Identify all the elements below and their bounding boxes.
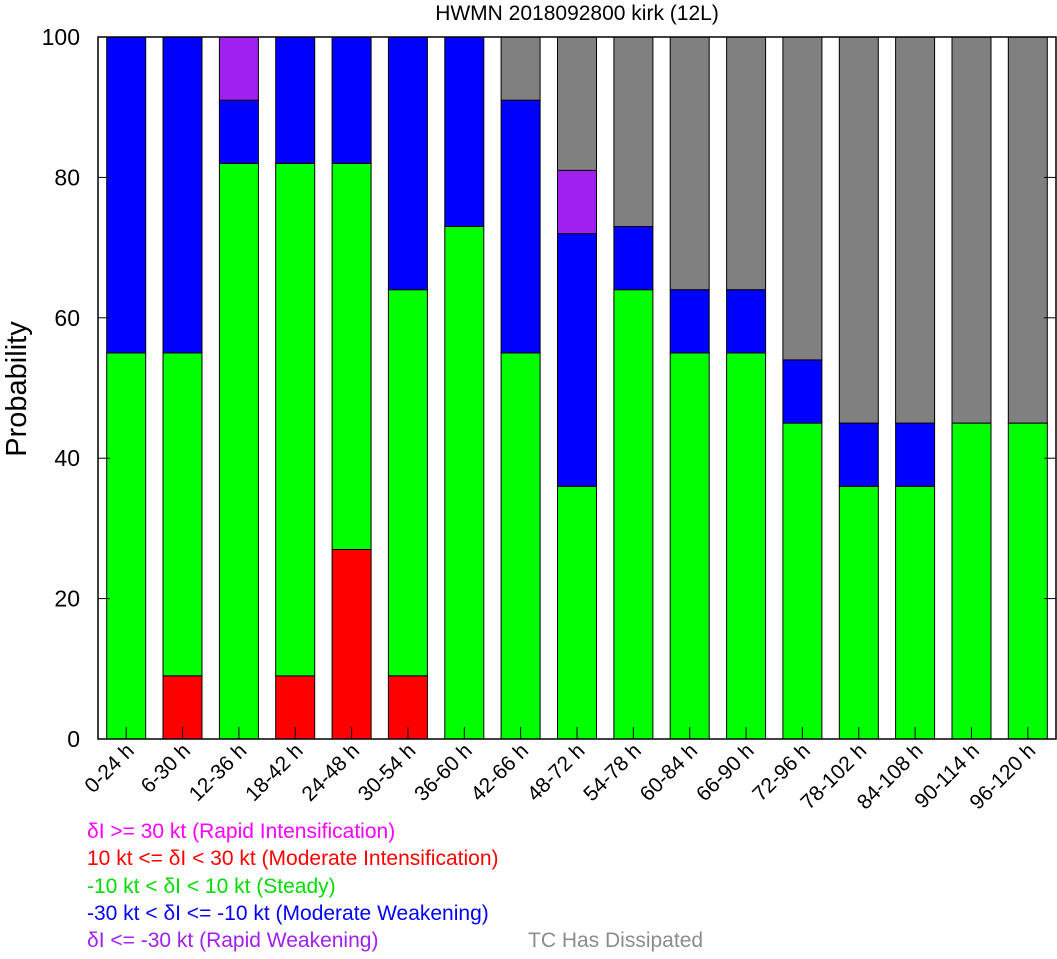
bar-segment-8-5 <box>557 36 597 171</box>
bar-segment-15-5 <box>951 36 992 424</box>
legend-entry-1: 10 kt <= δI < 30 kt (Moderate Intensific… <box>87 847 499 870</box>
x-tick-label-9: 54-78 h <box>579 739 646 806</box>
bar-segment-14-2 <box>895 485 936 740</box>
x-tick-label-4: 24-48 h <box>298 739 365 806</box>
plot-frame <box>97 36 1057 740</box>
y-axis-label: Probability <box>1 321 33 457</box>
bar-segment-5-3 <box>387 36 428 291</box>
legend-entry-2: -10 kt < δI < 10 kt (Steady) <box>87 875 336 898</box>
bar-segment-12-2 <box>782 422 823 740</box>
bar-segment-9-3 <box>613 226 654 291</box>
bar-segment-9-5 <box>613 36 654 227</box>
bar-segment-1-2 <box>162 352 203 677</box>
bar-segment-3-3 <box>275 36 316 164</box>
bar-segment-11-3 <box>726 289 767 354</box>
bar-segment-0-3 <box>106 36 147 354</box>
y-tick-label-0: 0 <box>67 726 80 752</box>
x-tick-label-6: 36-60 h <box>410 739 477 806</box>
bar-segment-4-1 <box>331 549 372 740</box>
bar-segment-6-3 <box>444 36 485 227</box>
bar-segment-15-2 <box>951 422 992 740</box>
bar-segment-14-3 <box>895 422 936 487</box>
x-tick-label-7: 42-66 h <box>467 739 534 806</box>
bar-segment-10-5 <box>669 36 710 291</box>
bar-segment-11-2 <box>726 352 767 740</box>
x-tick-label-0: 0-24 h <box>80 739 138 797</box>
legend-entry-3: -30 kt < δI <= -10 kt (Moderate Weakenin… <box>87 902 489 925</box>
bar-segment-2-3 <box>218 99 259 164</box>
bar-segment-7-2 <box>500 352 541 740</box>
legend-entry-4: δI <= -30 kt (Rapid Weakening) <box>87 929 379 952</box>
bar-segment-16-5 <box>1007 36 1048 424</box>
bar-segment-10-2 <box>669 352 710 740</box>
bar-segment-4-3 <box>331 36 372 164</box>
y-tick-label-1: 20 <box>54 586 80 612</box>
bar-segment-13-2 <box>838 485 879 740</box>
bar-segment-7-3 <box>500 99 541 354</box>
bar-segment-8-2 <box>557 485 597 740</box>
bars-group <box>106 36 1048 740</box>
bar-segment-14-5 <box>895 36 936 424</box>
bar-segment-0-2 <box>106 352 147 740</box>
bar-segment-2-2 <box>218 162 259 740</box>
y-tick-label-2: 40 <box>54 445 80 471</box>
bar-segment-12-3 <box>782 359 823 424</box>
bar-segment-3-2 <box>275 162 316 677</box>
bar-segment-5-2 <box>387 289 428 677</box>
x-tick-label-11: 66-90 h <box>692 739 759 806</box>
bar-segment-11-5 <box>726 36 767 291</box>
chart-title: HWMN 2018092800 kirk (12L) <box>435 2 719 25</box>
legend-entry-5: TC Has Dissipated <box>528 929 704 952</box>
bar-segment-13-5 <box>838 36 879 424</box>
legend-entry-0: δI >= 30 kt (Rapid Intensification) <box>87 820 396 843</box>
bar-segment-1-3 <box>162 36 203 354</box>
y-tick-label-3: 60 <box>54 305 80 331</box>
y-tick-label-4: 80 <box>54 164 80 190</box>
y-tick-label-5: 100 <box>42 24 80 50</box>
x-tick-label-10: 60-84 h <box>636 739 703 806</box>
bar-segment-7-5 <box>500 36 541 101</box>
bar-segment-9-2 <box>613 289 654 740</box>
bar-segment-8-3 <box>557 233 597 487</box>
bar-segment-16-2 <box>1007 422 1048 740</box>
x-tick-label-8: 48-72 h <box>523 739 590 806</box>
x-tick-label-2: 12-36 h <box>185 739 252 806</box>
x-tick-label-3: 18-42 h <box>241 739 308 806</box>
bar-segment-2-4 <box>218 36 259 101</box>
bar-segment-8-4 <box>557 169 597 235</box>
bar-segment-10-3 <box>669 289 710 354</box>
bar-segment-12-5 <box>782 36 823 361</box>
bar-segment-13-3 <box>838 422 879 487</box>
bar-segment-4-2 <box>331 162 372 550</box>
bar-segment-6-2 <box>444 226 485 740</box>
x-tick-label-5: 30-54 h <box>354 739 421 806</box>
